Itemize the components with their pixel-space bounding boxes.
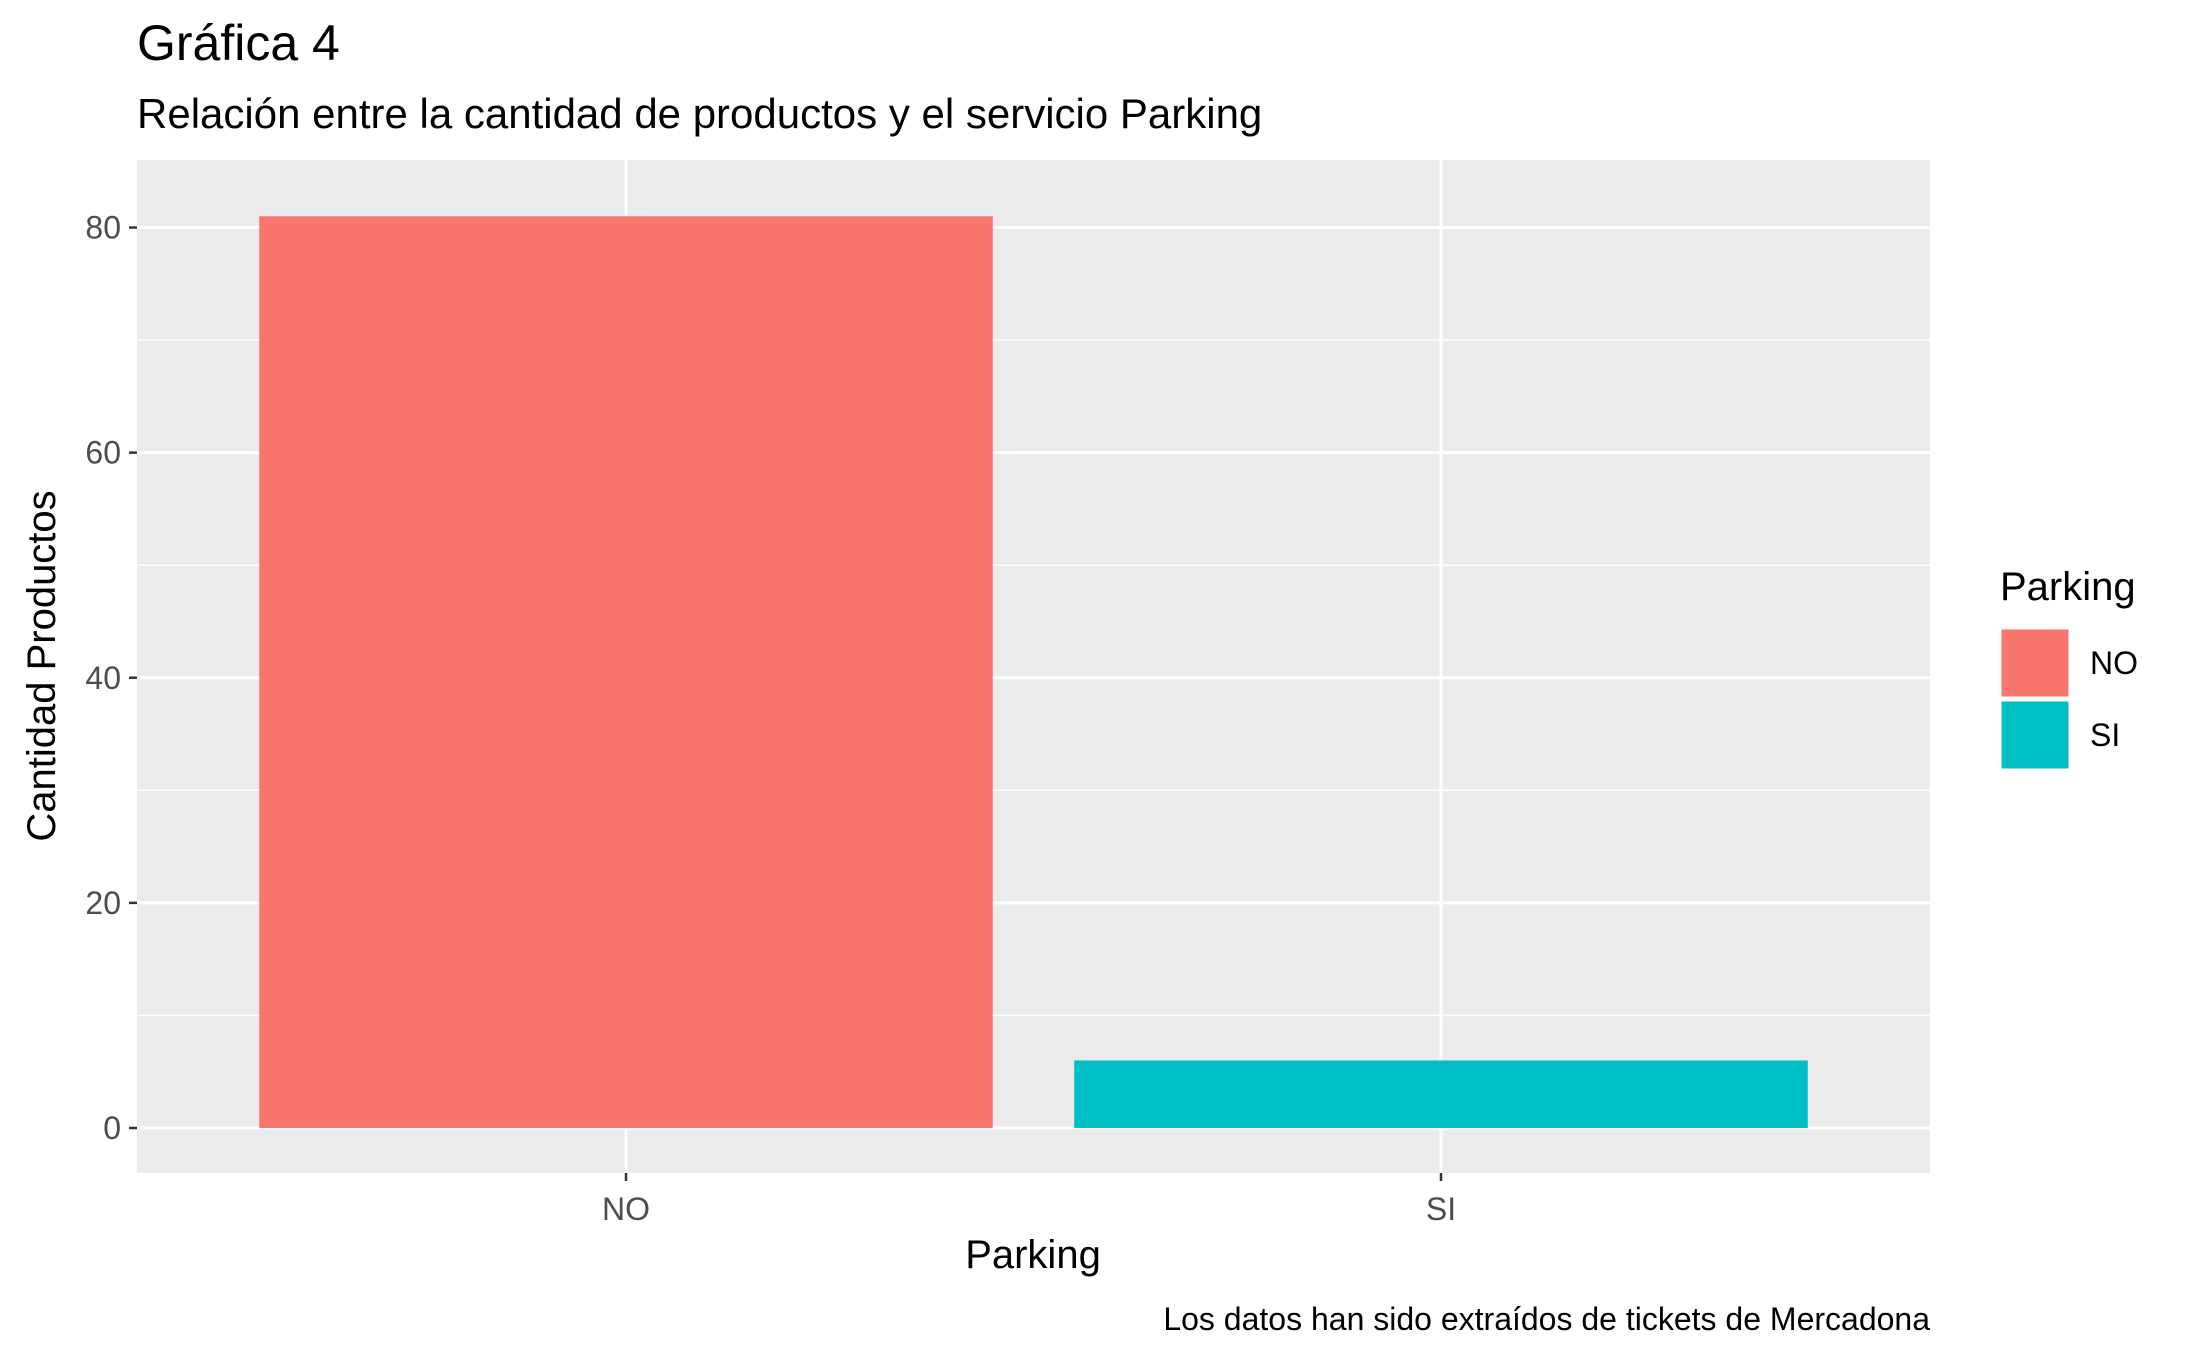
chart-subtitle: Relación entre la cantidad de productos …: [137, 90, 1262, 137]
legend-label: NO: [2090, 645, 2138, 681]
bar-si: [1074, 1060, 1808, 1128]
y-tick-label: 60: [85, 435, 121, 471]
legend-label: SI: [2090, 717, 2120, 753]
x-axis-label: Parking: [965, 1233, 1101, 1277]
legend-title: Parking: [2000, 565, 2136, 609]
legend: Parking NO SI: [1998, 565, 2138, 772]
legend-key-no: [1998, 626, 2072, 700]
y-axis-label: Cantidad Productos: [20, 490, 64, 841]
x-tick-label: NO: [602, 1191, 650, 1227]
legend-key-si: [1998, 698, 2072, 772]
y-axis: 0 20 40 60 80: [85, 210, 137, 1146]
bars-layer: [259, 216, 1808, 1128]
chart-title: Gráfica 4: [137, 15, 340, 71]
x-axis: NO SI: [602, 1173, 1456, 1227]
y-tick-label: 40: [85, 660, 121, 696]
chart-caption: Los datos han sido extraídos de tickets …: [1163, 1301, 1930, 1337]
y-tick-label: 80: [85, 210, 121, 246]
x-tick-label: SI: [1426, 1191, 1456, 1227]
y-tick-label: 20: [85, 885, 121, 921]
bar-no: [259, 216, 993, 1128]
y-tick-label: 0: [103, 1110, 121, 1146]
